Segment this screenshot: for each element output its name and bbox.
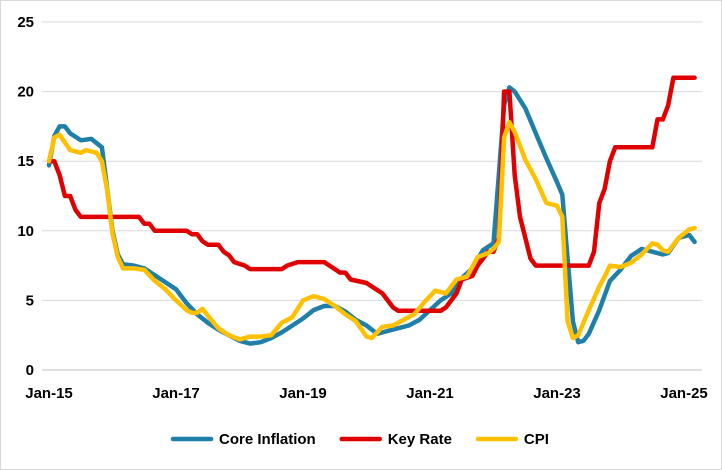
- x-tick-label: Jan-19: [279, 385, 327, 402]
- y-tick-label: 5: [26, 292, 34, 309]
- x-tick-labels: Jan-15 Jan-17 Jan-19 Jan-21 Jan-23 Jan-25: [25, 385, 708, 402]
- x-tick-label: Jan-15: [25, 385, 73, 402]
- x-tick-label: Jan-25: [660, 385, 708, 402]
- y-tick-labels: 0 5 10 15 20 25: [17, 14, 34, 379]
- series-line-core-inflation: [46, 85, 697, 346]
- y-tick-label: 15: [17, 153, 34, 170]
- x-tick-label: Jan-23: [533, 385, 581, 402]
- y-tick-label: 25: [17, 14, 34, 31]
- legend-label: CPI: [524, 431, 549, 448]
- series-line-cpi: [46, 119, 697, 342]
- x-tick-label: Jan-17: [152, 385, 200, 402]
- y-tick-label: 0: [26, 362, 34, 379]
- y-tick-label: 10: [17, 223, 34, 240]
- series-line-key-rate: [46, 75, 697, 314]
- legend-label: Core Inflation: [219, 431, 316, 448]
- legend: Core Inflation Key Rate CPI: [170, 431, 549, 448]
- y-tick-label: 20: [17, 84, 34, 101]
- legend-label: Key Rate: [388, 431, 452, 448]
- series-lines: [46, 75, 697, 346]
- x-tick-label: Jan-21: [406, 385, 454, 402]
